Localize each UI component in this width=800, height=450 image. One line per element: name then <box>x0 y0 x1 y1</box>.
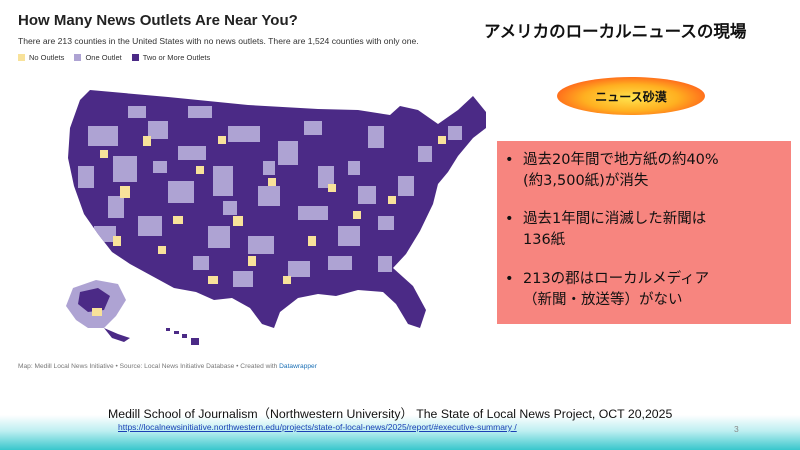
legend-swatch-two-or-more <box>131 54 139 61</box>
legend-label-one-outlet: One Outlet <box>85 53 122 62</box>
bullet-dot: • <box>505 211 514 227</box>
legend-swatch-no-outlets <box>18 54 25 61</box>
map-title: How Many News Outlets Are Near You? <box>18 12 298 29</box>
bullet-line: （新聞・放送等）がない <box>523 292 683 308</box>
legend-item-one-outlet: One Outlet <box>74 53 122 62</box>
legend-label-no-outlets: No Outlets <box>29 53 65 62</box>
page-number: 3 <box>734 424 739 434</box>
us-county-map <box>66 90 486 345</box>
map-subtitle: There are 213 counties in the United Sta… <box>18 36 419 46</box>
map-credit: Map: Medill Local News Initiative • Sour… <box>18 363 317 370</box>
bullet-line: 213の郡はローカルメディア <box>523 271 710 287</box>
bullet-dot: • <box>505 152 514 168</box>
legend-item-no-outlets: No Outlets <box>18 53 64 62</box>
bullet-line: 過去1年間に消滅した新聞は <box>523 211 707 227</box>
bullet-line: 136紙 <box>523 232 566 248</box>
mainland-map <box>68 90 486 328</box>
news-desert-badge: ニュース砂漠 <box>557 77 705 115</box>
map-credit-text: Map: Medill Local News Initiative • Sour… <box>18 363 280 370</box>
bullet-line: 過去20年間で地方紙の約40% <box>523 152 719 168</box>
legend-label-two-or-more: Two or More Outlets <box>142 53 211 62</box>
bottom-decor-band <box>0 415 800 450</box>
alaska-map <box>66 280 130 342</box>
bullet-box: • 過去20年間で地方紙の約40% (約3,500紙)が消失 • 過去1年間に消… <box>497 141 791 324</box>
footer-url-link[interactable]: https://localnewsinitiative.northwestern… <box>118 422 517 432</box>
hawaii-map <box>166 328 199 345</box>
slide-title: アメリカのローカルニュースの現場 <box>484 22 747 41</box>
news-desert-label: ニュース砂漠 <box>595 89 667 104</box>
footer-citation: Medill School of Journalism（Northwestern… <box>108 407 673 421</box>
map-legend: No Outlets One Outlet Two or More Outlet… <box>18 53 210 62</box>
legend-swatch-one-outlet <box>74 54 82 61</box>
bullet-dot: • <box>505 271 514 287</box>
datawrapper-link[interactable]: Datawrapper <box>279 363 317 370</box>
legend-item-two-or-more: Two or More Outlets <box>131 53 211 62</box>
bullet-line: (約3,500紙)が消失 <box>523 173 649 189</box>
